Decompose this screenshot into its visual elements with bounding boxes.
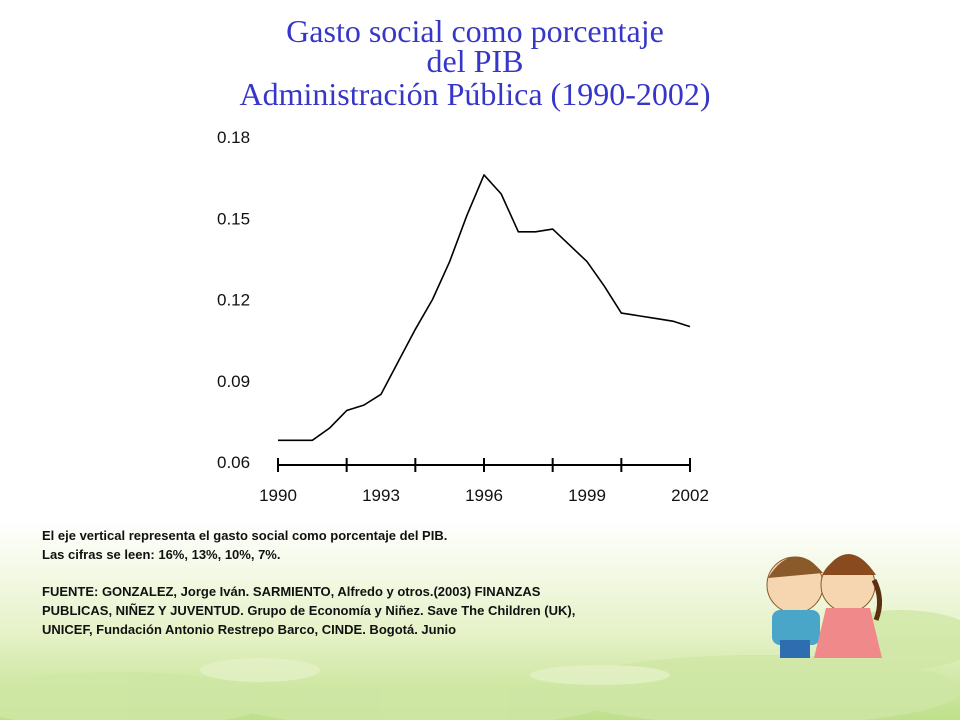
- x-tick-label: 1996: [465, 486, 503, 505]
- x-tick-label: 2002: [671, 486, 709, 505]
- y-tick-label: 0.18: [217, 128, 250, 147]
- chart-title: Gasto social como porcentaje: [286, 13, 664, 49]
- data-line: [278, 174, 691, 442]
- x-tick-label: 1990: [259, 486, 297, 505]
- note-text: PUBLICAS, NIÑEZ Y JUVENTUD. Grupo de Eco…: [42, 603, 575, 618]
- chart-title: Administración Pública (1990-2002): [239, 76, 710, 112]
- y-tick-label: 0.06: [217, 453, 250, 472]
- chart-title: del PIB: [427, 43, 524, 79]
- x-tick-label: 1993: [362, 486, 400, 505]
- y-tick-label: 0.12: [217, 291, 250, 310]
- note-text: Las cifras se leen: 16%, 13%, 10%, 7%.: [42, 547, 280, 562]
- note-text: El eje vertical representa el gasto soci…: [42, 528, 447, 543]
- y-tick-label: 0.09: [217, 372, 250, 391]
- children-illustration: [766, 554, 882, 658]
- x-tick-label: 1999: [568, 486, 606, 505]
- decoration: [0, 610, 960, 720]
- y-tick-label: 0.15: [217, 209, 250, 228]
- note-text: FUENTE: GONZALEZ, Jorge Iván. SARMIENTO,…: [42, 584, 541, 599]
- note-text: UNICEF, Fundación Antonio Restrepo Barco…: [42, 622, 456, 637]
